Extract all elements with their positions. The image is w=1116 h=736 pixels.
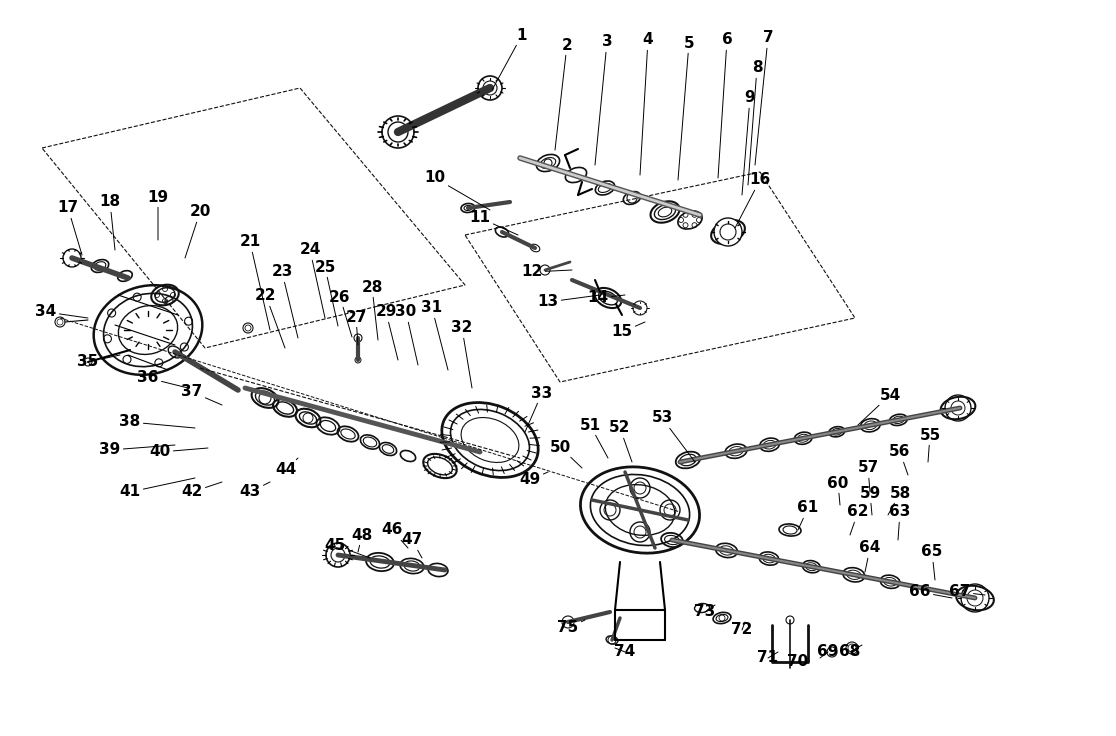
- Text: 62: 62: [847, 504, 868, 535]
- Text: 34: 34: [36, 305, 88, 319]
- Text: 30: 30: [395, 305, 418, 365]
- Text: 45: 45: [325, 537, 371, 558]
- Text: 33: 33: [525, 386, 552, 432]
- Text: 22: 22: [256, 289, 285, 348]
- Text: 36: 36: [137, 370, 187, 388]
- Text: 72: 72: [731, 622, 752, 637]
- Text: 67: 67: [950, 584, 985, 600]
- Text: 16: 16: [735, 172, 771, 228]
- Text: 70: 70: [788, 654, 809, 670]
- Text: 35: 35: [77, 355, 121, 369]
- Text: 5: 5: [679, 35, 694, 180]
- Text: 12: 12: [521, 264, 573, 280]
- Text: 28: 28: [362, 280, 383, 340]
- Text: 18: 18: [99, 194, 121, 250]
- Text: 26: 26: [329, 289, 352, 337]
- Text: 4: 4: [639, 32, 653, 175]
- Text: 58: 58: [888, 486, 911, 515]
- Text: 21: 21: [239, 235, 270, 330]
- Text: 73: 73: [694, 604, 715, 620]
- Text: 56: 56: [889, 445, 911, 475]
- Text: 42: 42: [181, 482, 222, 500]
- Text: 75: 75: [557, 620, 585, 635]
- Text: 14: 14: [587, 291, 625, 305]
- Text: 15: 15: [612, 322, 645, 339]
- Text: 64: 64: [859, 540, 881, 572]
- Text: 51: 51: [579, 417, 608, 458]
- Text: 53: 53: [652, 411, 695, 462]
- Text: 9: 9: [742, 91, 756, 195]
- Text: 31: 31: [422, 300, 448, 370]
- Text: 71: 71: [758, 651, 779, 665]
- Text: 66: 66: [910, 584, 952, 600]
- Text: 74: 74: [615, 645, 636, 659]
- Text: 1: 1: [492, 27, 527, 90]
- Text: 38: 38: [119, 414, 195, 430]
- Text: 39: 39: [99, 442, 175, 458]
- Text: 10: 10: [424, 171, 490, 210]
- Text: 68: 68: [839, 645, 862, 659]
- Text: 17: 17: [57, 200, 81, 255]
- Text: 50: 50: [549, 439, 583, 468]
- Text: 25: 25: [315, 260, 338, 326]
- Text: 13: 13: [538, 294, 600, 310]
- Text: 7: 7: [756, 30, 773, 165]
- Text: 29: 29: [375, 305, 398, 360]
- Text: 47: 47: [402, 533, 423, 558]
- Text: 69: 69: [817, 645, 839, 659]
- Text: 20: 20: [185, 205, 211, 258]
- Text: 54: 54: [858, 387, 901, 425]
- Text: 19: 19: [147, 189, 169, 240]
- Text: 37: 37: [182, 384, 222, 405]
- Text: 55: 55: [920, 428, 941, 462]
- Text: 3: 3: [595, 35, 613, 165]
- Text: 8: 8: [748, 60, 762, 185]
- Text: 11: 11: [470, 210, 518, 235]
- Text: 48: 48: [352, 528, 373, 552]
- Text: 59: 59: [859, 486, 881, 515]
- Text: 40: 40: [150, 445, 208, 459]
- Text: 32: 32: [451, 320, 473, 388]
- Text: 6: 6: [718, 32, 732, 178]
- Text: 27: 27: [345, 310, 367, 345]
- Text: 65: 65: [922, 545, 943, 580]
- Text: 41: 41: [119, 478, 195, 500]
- Circle shape: [786, 616, 793, 624]
- Text: 49: 49: [519, 472, 548, 487]
- Text: 24: 24: [299, 242, 325, 318]
- Text: 46: 46: [382, 523, 408, 548]
- Text: 43: 43: [239, 482, 270, 500]
- Text: 23: 23: [271, 264, 298, 338]
- Text: 44: 44: [276, 458, 298, 478]
- Text: 61: 61: [797, 500, 819, 530]
- Text: 2: 2: [555, 38, 573, 150]
- Text: 52: 52: [609, 420, 632, 462]
- Text: 57: 57: [857, 461, 878, 492]
- Text: 63: 63: [889, 504, 911, 540]
- Text: 60: 60: [827, 475, 848, 505]
- Circle shape: [714, 218, 742, 246]
